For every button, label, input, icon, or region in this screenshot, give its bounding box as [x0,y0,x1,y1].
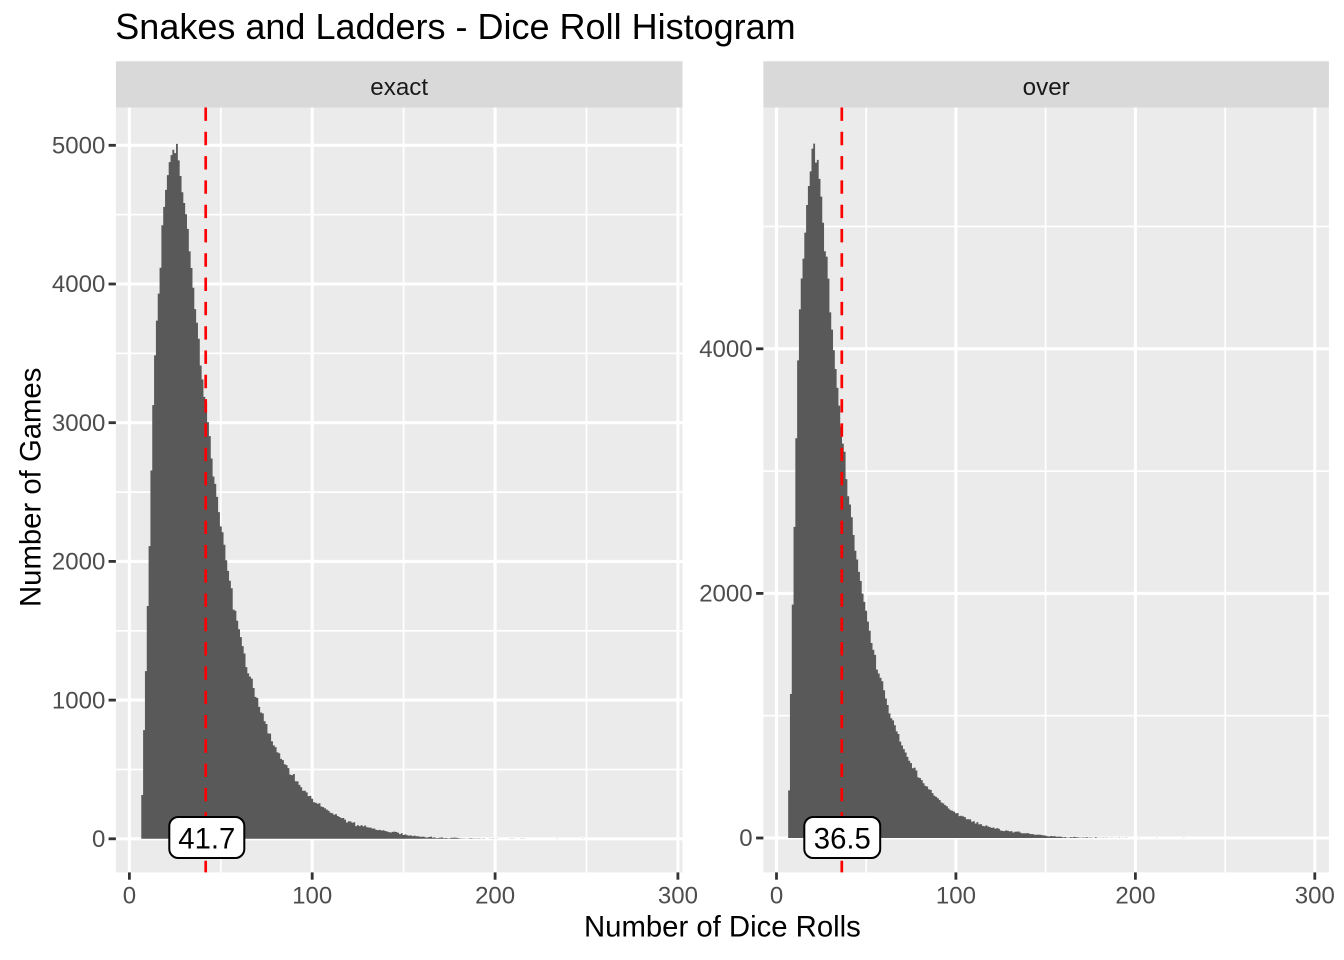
svg-text:0: 0 [92,826,105,853]
svg-text:3000: 3000 [52,410,105,437]
svg-text:Number of Games: Number of Games [14,368,47,607]
svg-text:2000: 2000 [52,549,105,576]
svg-text:0: 0 [739,825,752,852]
svg-text:exact: exact [370,74,428,101]
svg-text:200: 200 [475,883,515,910]
svg-text:41.7: 41.7 [178,822,235,855]
svg-text:over: over [1023,74,1070,101]
svg-text:2000: 2000 [699,581,752,608]
svg-text:100: 100 [936,883,976,910]
svg-text:0: 0 [123,883,136,910]
svg-text:36.5: 36.5 [814,822,871,855]
svg-text:100: 100 [292,883,332,910]
svg-text:300: 300 [658,883,698,910]
svg-text:4000: 4000 [699,336,752,363]
svg-text:300: 300 [1295,883,1335,910]
svg-text:200: 200 [1115,883,1155,910]
svg-text:4000: 4000 [52,271,105,298]
svg-text:Number of Dice Rolls: Number of Dice Rolls [584,911,861,944]
svg-text:5000: 5000 [52,133,105,160]
svg-text:1000: 1000 [52,687,105,714]
svg-text:0: 0 [770,883,783,910]
svg-text:Snakes and Ladders - Dice Roll: Snakes and Ladders - Dice Roll Histogram [115,6,795,47]
